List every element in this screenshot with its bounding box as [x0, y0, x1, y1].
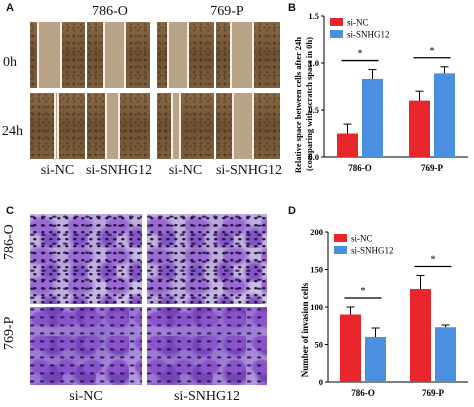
scratch-image-786o-sisnhg12-0h — [87, 22, 150, 88]
chart-d-ytick-label: 50 — [315, 340, 324, 350]
chart-d-xtick-label: 786-O — [351, 388, 375, 398]
chart-b-significance-star: * — [358, 49, 363, 60]
chart-b-bar-si-nc-769-p — [409, 100, 430, 157]
chart-d-ytick-label: 100 — [310, 302, 323, 312]
chart-b-ytick-label: 1.5 — [308, 11, 319, 21]
chart-b-bar-si-nc-786-o — [337, 133, 358, 157]
panel-c-row-786o-text: 786-O — [2, 224, 17, 260]
chart-b-ylabel-line-2: (comparing with scratch space in 0h) — [304, 37, 314, 171]
chart-b-xtick-label: 786-O — [348, 163, 372, 173]
chart-d-ytick-label: 0 — [319, 377, 323, 387]
chart-d-bar-si-snhg12-786-o — [365, 337, 386, 382]
chart-b-bar-si-snhg12-769-p — [434, 73, 455, 157]
chart-d-bar-si-nc-786-o — [340, 314, 361, 382]
panel-c-row-786o: 786-O — [2, 224, 18, 260]
scratch-image-769p-sisnhg12-24h — [216, 93, 280, 159]
panel-c-label: C — [6, 205, 14, 217]
chart-d-legend-label: si-SNHG12 — [351, 246, 394, 256]
scratch-image-786o-sinc-0h — [30, 22, 85, 88]
invasion-image-786o-sinc — [30, 214, 142, 304]
chart-b-ytick-label: 0.0 — [308, 152, 319, 162]
panel-a-group-769p: 769-P — [210, 4, 244, 19]
panel-a-condition-sisnhg12-2: si-SNHG12 — [215, 163, 283, 178]
panel-d-label: D — [288, 205, 296, 217]
panel-a-condition-sisnhg12-1: si-SNHG12 — [85, 163, 153, 178]
chart-d-bar-si-snhg12-769-p — [435, 327, 456, 382]
scratch-image-769p-sinc-0h — [157, 22, 214, 88]
panel-a-row-24h: 24h — [2, 124, 23, 139]
chart-d-bar-si-nc-769-p — [410, 289, 431, 382]
scratch-image-786o-sisnhg12-24h — [87, 93, 150, 159]
chart-b-significance-star: * — [430, 46, 435, 57]
panel-a-condition-sinc-2: si-NC — [168, 163, 203, 178]
chart-b-ylabel: Relative space between cells after 24h (… — [293, 35, 314, 173]
panel-a-row-0h: 0h — [3, 55, 17, 70]
chart-b-ytick-label: 1.0 — [308, 58, 319, 68]
invasion-image-786o-sisnhg12 — [147, 214, 267, 304]
chart-d-legend-swatch-si-snhg12 — [334, 246, 347, 254]
chart-b-legend-label: si-SNHG12 — [347, 30, 390, 40]
chart-d-xtick-label: 769-P — [422, 388, 444, 398]
panel-a-label: A — [6, 2, 14, 14]
panel-a-group-786o: 786-O — [92, 4, 128, 19]
chart-b: Relative space between cells after 24h (… — [293, 11, 468, 173]
chart-d-significance-star: * — [361, 286, 366, 297]
chart-d-significance-star: * — [431, 255, 436, 266]
chart-b-legend-label: si-NC — [347, 18, 369, 28]
chart-b-xtick-label: 769-P — [421, 163, 443, 173]
panel-c-row-769p-text: 769-P — [2, 316, 17, 350]
chart-b-plot: 0.0 0.5 1.0 1.5 786-O * 769-P * si-NC si-SNHG12 — [308, 11, 468, 173]
chart-d-ytick-label: 150 — [310, 265, 323, 275]
chart-d-ytick-label: 200 — [310, 227, 323, 237]
chart-b-legend-swatch-si-snhg12 — [330, 30, 343, 38]
chart-d-legend-label: si-NC — [351, 234, 373, 244]
panel-c-condition-sisnhg12: si-SNHG12 — [173, 389, 241, 404]
chart-d-legend-swatch-si-nc — [334, 234, 347, 242]
scratch-image-786o-sinc-24h — [30, 93, 85, 159]
chart-d-plot: 0 50 100 150 200 786-O * 769-P * si-NC si-SNHG12 — [310, 227, 468, 398]
panel-a-condition-sinc-1: si-NC — [40, 163, 75, 178]
chart-b-ylabel-line-1: Relative space between cells after 24h — [293, 37, 303, 173]
invasion-image-769p-sinc — [30, 307, 142, 385]
panel-c-row-769p: 769-P — [2, 317, 18, 350]
chart-b-legend-swatch-si-nc — [330, 18, 343, 26]
chart-d: Number of invasion cells 0 50 100 150 200 786… — [300, 227, 468, 398]
chart-b-ytick-label: 0.5 — [308, 105, 319, 115]
invasion-image-769p-sisnhg12 — [147, 307, 267, 385]
chart-b-bar-si-snhg12-786-o — [362, 78, 383, 157]
panel-b-label: B — [288, 2, 296, 14]
chart-d-ylabel: Number of invasion cells — [300, 282, 310, 377]
scratch-image-769p-sisnhg12-0h — [216, 22, 280, 88]
scratch-image-769p-sinc-24h — [157, 93, 214, 159]
panel-c-condition-sinc: si-NC — [69, 389, 103, 404]
